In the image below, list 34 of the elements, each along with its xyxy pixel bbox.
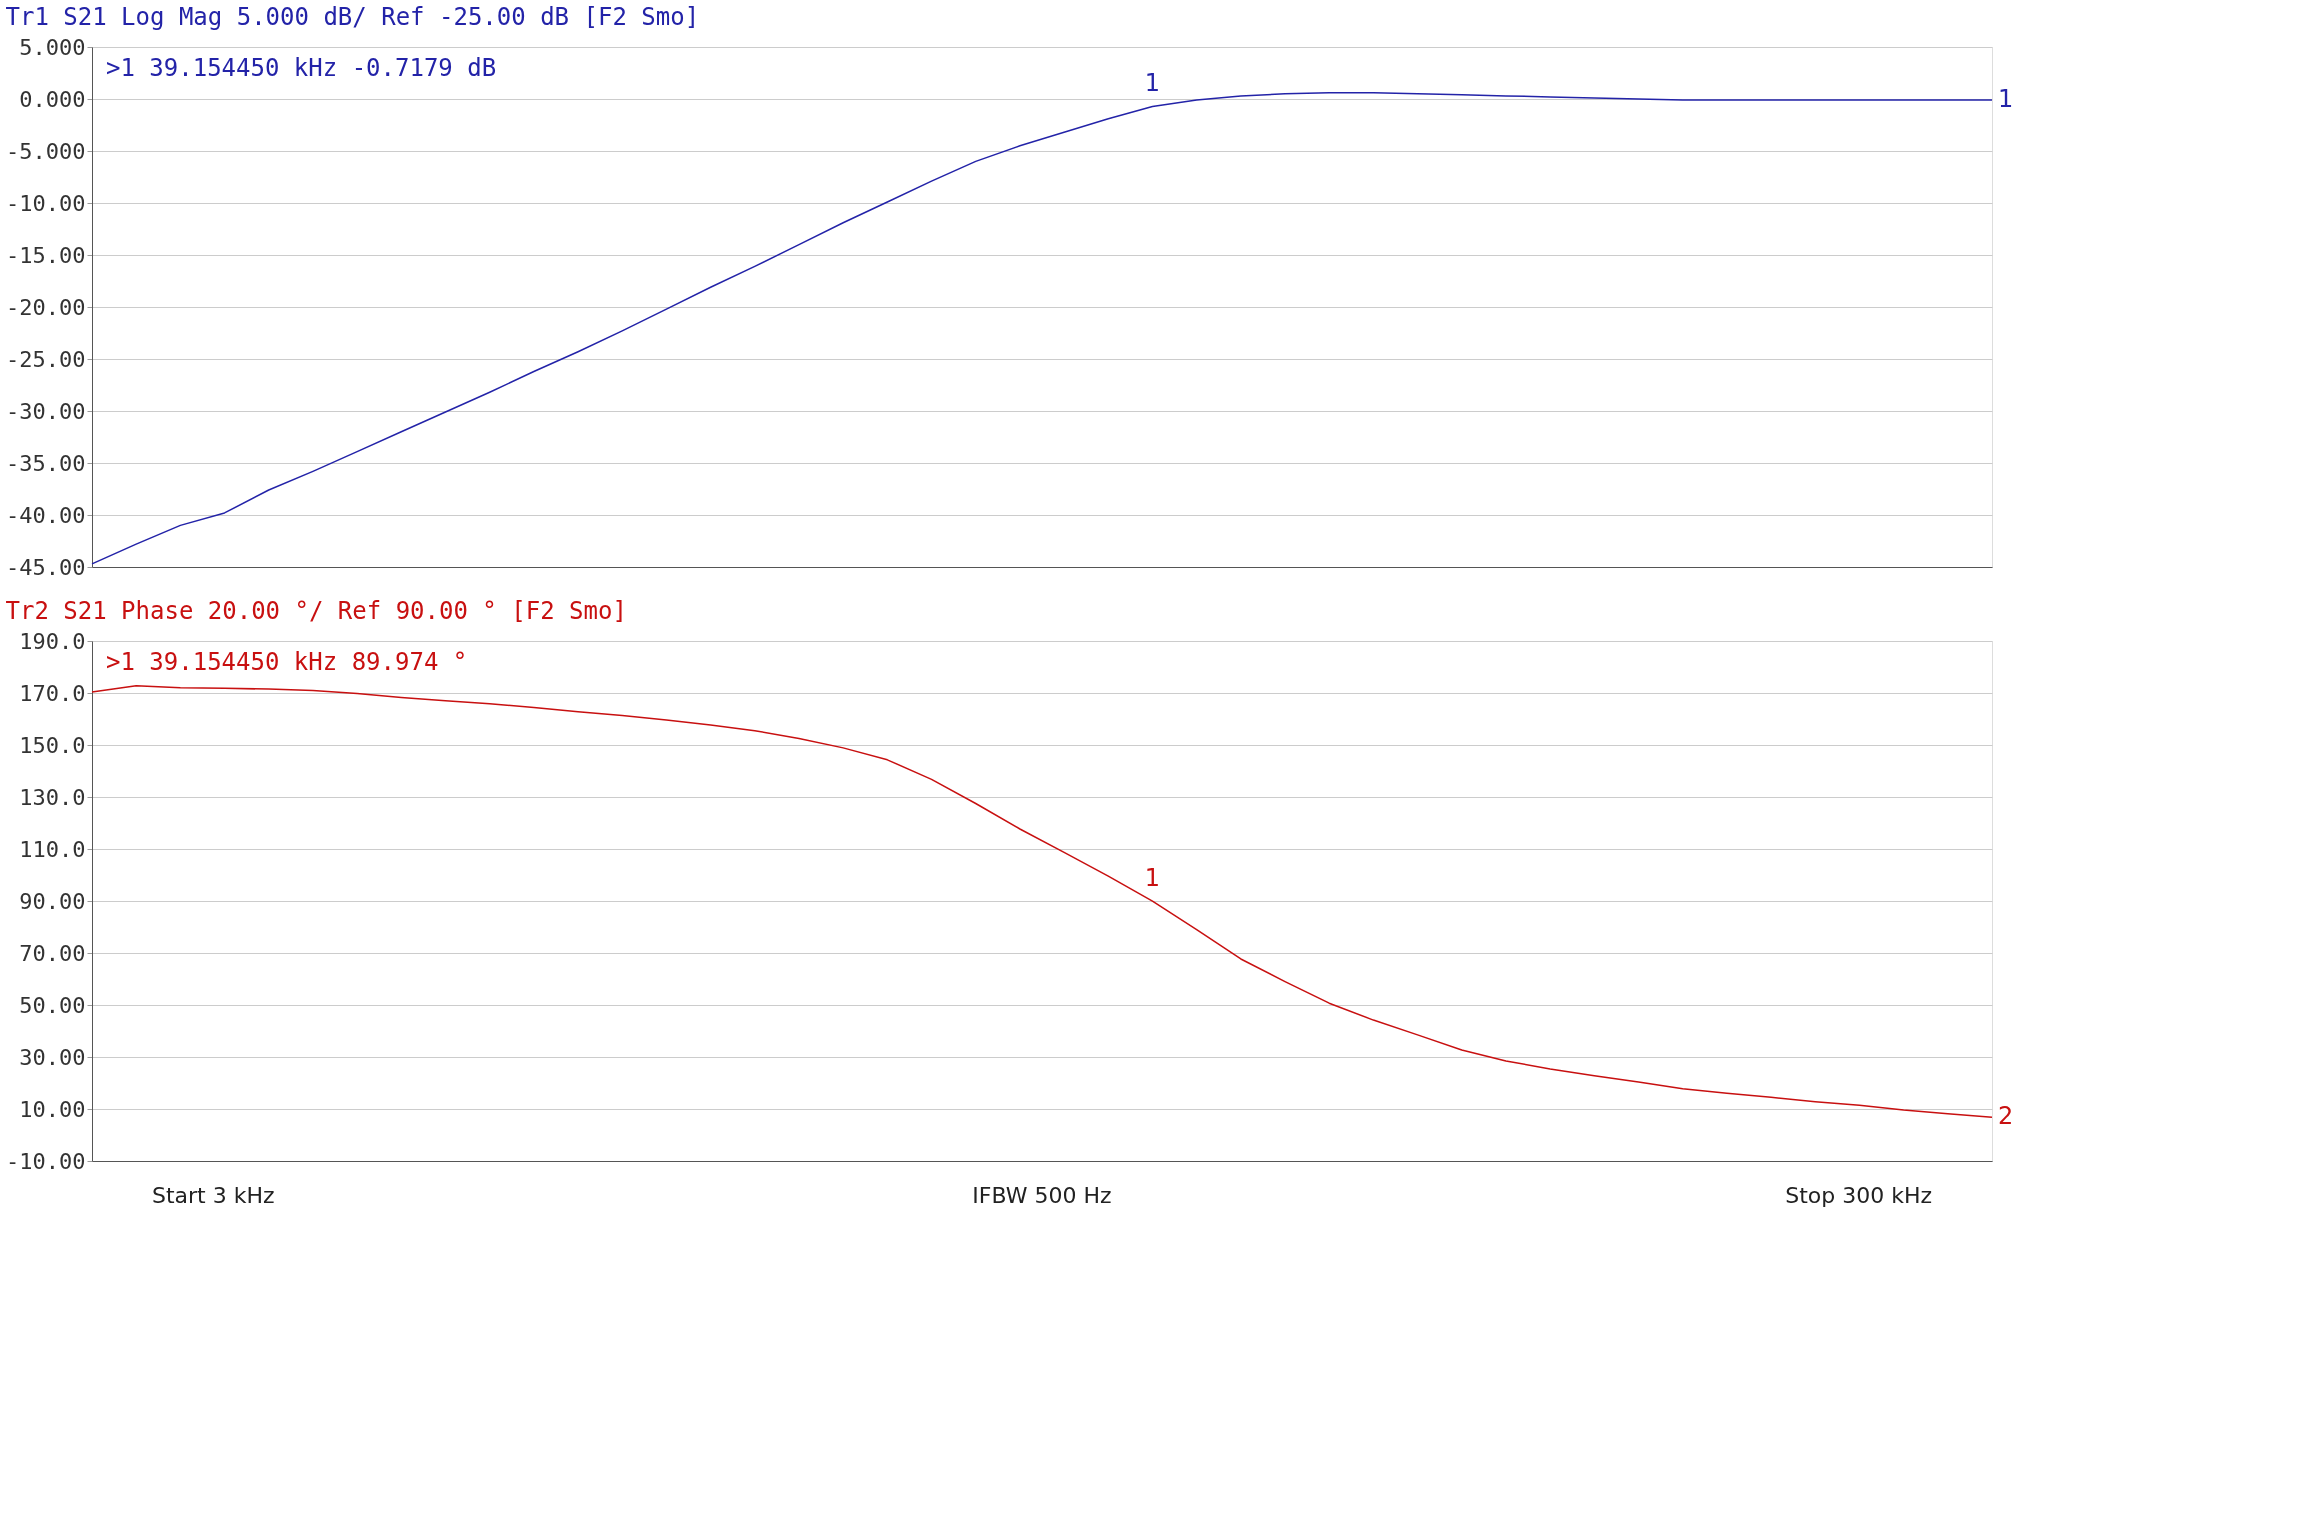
y-tick-label: 50.00 [19,992,86,1018]
series-label: 2 [1998,1102,2014,1131]
y-tick-label: 0.000 [19,86,86,112]
text: IFBW 500 Hz [972,1183,1112,1208]
y-tick-label: -45.00 [6,554,86,580]
y-tick-label: -30.00 [6,398,86,424]
y-tick-label: -35.00 [6,450,86,476]
y-tick-label: -25.00 [6,346,86,372]
y-tick-label: 30.00 [19,1044,86,1070]
text: Start 3 kHz [152,1183,275,1208]
y-tick-label: 70.00 [19,940,86,966]
y-tick-label: 5.000 [19,34,86,60]
chart-title: Tr1 S21 Log Mag 5.000 dB/ Ref -25.00 dB [F2 Smo] [5,3,700,31]
y-tick-label: -15.00 [6,242,86,268]
annotation: 1 [1144,69,1161,98]
annotation: >1 39.154450 kHz -0.7179 dB [106,54,497,82]
y-tick-label: 150.0 [19,732,86,758]
chart-title: Tr2 S21 Phase 20.00 °/ Ref 90.00 ° [F2 Smo] [5,597,627,625]
y-tick-label: -20.00 [6,294,86,320]
line-series [91,684,1993,1119]
annotation: 1 [1144,864,1161,893]
y-tick-label: 170.0 [19,680,86,706]
series-label: 1 [1998,85,2014,114]
y-tick-label: -5.000 [6,138,86,164]
y-tick-label: -40.00 [6,502,86,528]
y-tick-label: 130.0 [19,784,86,810]
y-tick-label: 110.0 [19,836,86,862]
text: Stop 300 kHz [1785,1183,1932,1208]
y-tick-label: -10.00 [6,1148,86,1174]
annotation: >1 39.154450 kHz 89.974 ° [106,648,468,676]
y-tick-label: 10.00 [19,1096,86,1122]
y-tick-label: 90.00 [19,888,86,914]
y-tick-label: 190.0 [19,628,86,654]
y-tick-label: -10.00 [6,190,86,216]
